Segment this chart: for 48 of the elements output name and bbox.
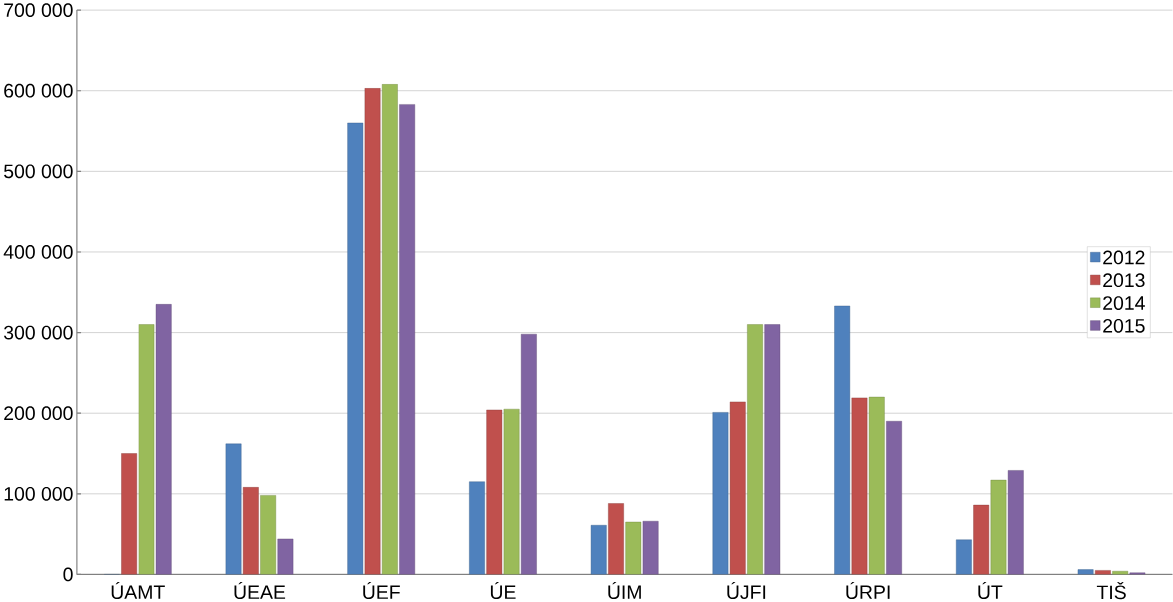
y-tick-label: 300 000 <box>3 325 73 340</box>
legend-label: 2015 <box>1103 318 1145 333</box>
legend-label: 2012 <box>1103 250 1145 265</box>
bar <box>851 397 868 575</box>
y-tick-label: 500 000 <box>4 164 73 179</box>
bar <box>225 443 242 575</box>
y-tick-label: 600 000 <box>4 83 73 98</box>
bar <box>155 303 172 575</box>
bar <box>381 83 398 575</box>
x-tick-label: ÚAMT <box>111 581 165 599</box>
bar <box>886 420 902 575</box>
x-tick-label: ÚE <box>490 581 516 599</box>
bar <box>973 504 990 575</box>
y-tick-label: 0 <box>63 567 73 582</box>
bar <box>764 324 781 575</box>
bar <box>347 122 364 575</box>
x-tick-label: ÚJFI <box>727 581 766 599</box>
legend-label: 2013 <box>1103 273 1145 287</box>
bar <box>747 324 763 575</box>
bar <box>138 324 155 575</box>
y-tick-label: 700 000 <box>4 3 73 17</box>
y-tick-label: 400 000 <box>3 244 73 259</box>
x-tick-label: ÚIM <box>608 581 641 599</box>
x-tick-label: ÚT <box>978 581 1003 599</box>
bar <box>242 486 259 575</box>
bar <box>834 305 851 575</box>
x-tick-label: ÚRPI <box>846 581 890 599</box>
bar <box>1007 470 1024 575</box>
bar <box>1095 570 1111 575</box>
y-tick-label: 200 000 <box>4 406 73 420</box>
y-tick-label: 100 000 <box>4 486 73 501</box>
bar <box>520 333 537 575</box>
bar <box>712 411 729 575</box>
bar <box>503 408 520 575</box>
bar <box>486 409 503 575</box>
legend-label: 2014 <box>1103 295 1145 310</box>
bar <box>469 481 485 575</box>
x-tick-label: ÚEAE <box>234 581 286 599</box>
bar <box>868 396 885 575</box>
x-tick-label: TIŠ <box>1096 581 1126 599</box>
bar <box>729 401 746 575</box>
bar <box>121 453 137 575</box>
bar <box>260 495 276 575</box>
bar <box>608 503 624 575</box>
bar <box>364 87 381 575</box>
bar <box>399 104 416 575</box>
bar <box>990 479 1007 575</box>
x-tick-label: ÚEF <box>363 581 400 599</box>
